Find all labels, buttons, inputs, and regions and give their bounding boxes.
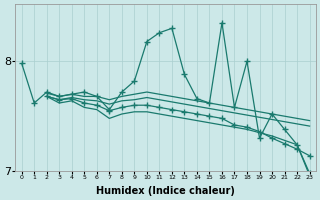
X-axis label: Humidex (Indice chaleur): Humidex (Indice chaleur) bbox=[96, 186, 235, 196]
